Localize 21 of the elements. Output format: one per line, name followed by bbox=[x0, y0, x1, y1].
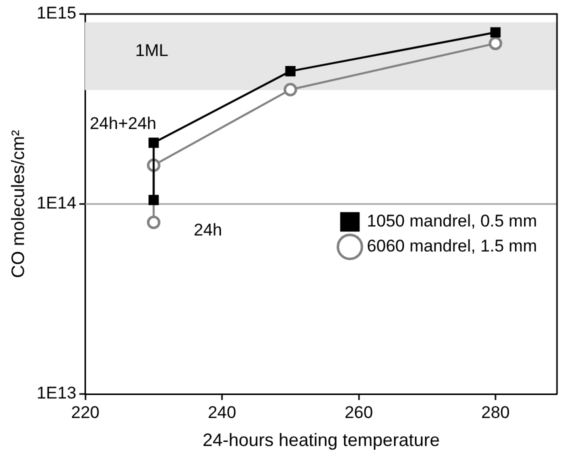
y-axis-title: CO molecules/cm² bbox=[8, 130, 28, 278]
x-axis-title: 24-hours heating temperature bbox=[202, 430, 440, 450]
annotation: 24h bbox=[194, 220, 222, 240]
y-tick-label: 1E15 bbox=[36, 4, 76, 23]
point bbox=[146, 216, 160, 230]
x-tick-label: 260 bbox=[344, 402, 373, 422]
band-label: 1ML bbox=[135, 40, 168, 60]
x-tick-label: 280 bbox=[481, 402, 510, 422]
x-tick-label: 240 bbox=[208, 402, 236, 422]
annotation: 24h+24h bbox=[90, 114, 156, 133]
point bbox=[285, 66, 296, 76]
point bbox=[148, 194, 159, 206]
legend-label: 6060 mandrel, 1.5 mm bbox=[366, 236, 538, 256]
y-tick-label: 1E14 bbox=[36, 194, 76, 213]
y-tick-label: 1E13 bbox=[36, 384, 76, 403]
point bbox=[490, 27, 501, 38]
point bbox=[488, 36, 502, 50]
x-tick-label: 220 bbox=[71, 402, 100, 422]
point bbox=[148, 138, 159, 148]
point bbox=[284, 82, 298, 96]
legend-label: 1050 mandrel, 0.5 mm bbox=[366, 212, 538, 231]
